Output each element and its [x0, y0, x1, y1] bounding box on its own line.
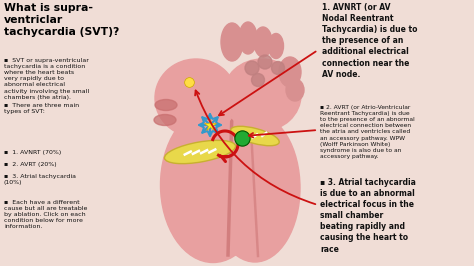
Ellipse shape	[221, 23, 243, 61]
Ellipse shape	[155, 59, 237, 137]
Ellipse shape	[258, 55, 272, 69]
Text: ▪  2. AVRT (20%): ▪ 2. AVRT (20%)	[4, 162, 56, 167]
Ellipse shape	[239, 22, 257, 54]
Ellipse shape	[279, 57, 301, 87]
Ellipse shape	[286, 79, 304, 101]
Ellipse shape	[223, 59, 301, 131]
Ellipse shape	[155, 99, 177, 110]
Ellipse shape	[272, 61, 284, 74]
Ellipse shape	[268, 34, 283, 59]
Ellipse shape	[231, 126, 279, 146]
Ellipse shape	[154, 114, 176, 126]
Ellipse shape	[245, 61, 259, 75]
Ellipse shape	[210, 114, 300, 262]
Ellipse shape	[164, 140, 236, 164]
Text: ▪  Each have a different
cause but all are treatable
by ablation. Click on each
: ▪ Each have a different cause but all ar…	[4, 200, 87, 230]
Ellipse shape	[254, 27, 272, 57]
Text: ▪  1. AVNRT (70%): ▪ 1. AVNRT (70%)	[4, 150, 61, 155]
Text: ▪  SVT or supra-ventricular
tachycardia is a condition
where the heart beats
ver: ▪ SVT or supra-ventricular tachycardia i…	[4, 58, 89, 100]
Text: 1. AVNRT (or AV
Nodal Reentrant
Tachycardia) is due to
the presence of an
additi: 1. AVNRT (or AV Nodal Reentrant Tachycar…	[322, 3, 418, 78]
Text: What is supra-
ventriclar
tachycardia (SVT)?: What is supra- ventriclar tachycardia (S…	[4, 3, 119, 37]
Text: ▪ 2. AVRT (or Atrio-Ventricular
Reentrant Tachycardia) is due
to the presence of: ▪ 2. AVRT (or Atrio-Ventricular Reentran…	[320, 105, 415, 159]
Ellipse shape	[161, 107, 265, 263]
Text: ▪ 3. Atrial tachycardia
is due to an abnormal
electrical focus in the
small cham: ▪ 3. Atrial tachycardia is due to an abn…	[320, 178, 416, 253]
Ellipse shape	[252, 73, 264, 86]
Text: ▪  There are three main
types of SVT:: ▪ There are three main types of SVT:	[4, 103, 79, 114]
Text: ▪  3. Atrial tachycardia
(10%): ▪ 3. Atrial tachycardia (10%)	[4, 174, 76, 185]
